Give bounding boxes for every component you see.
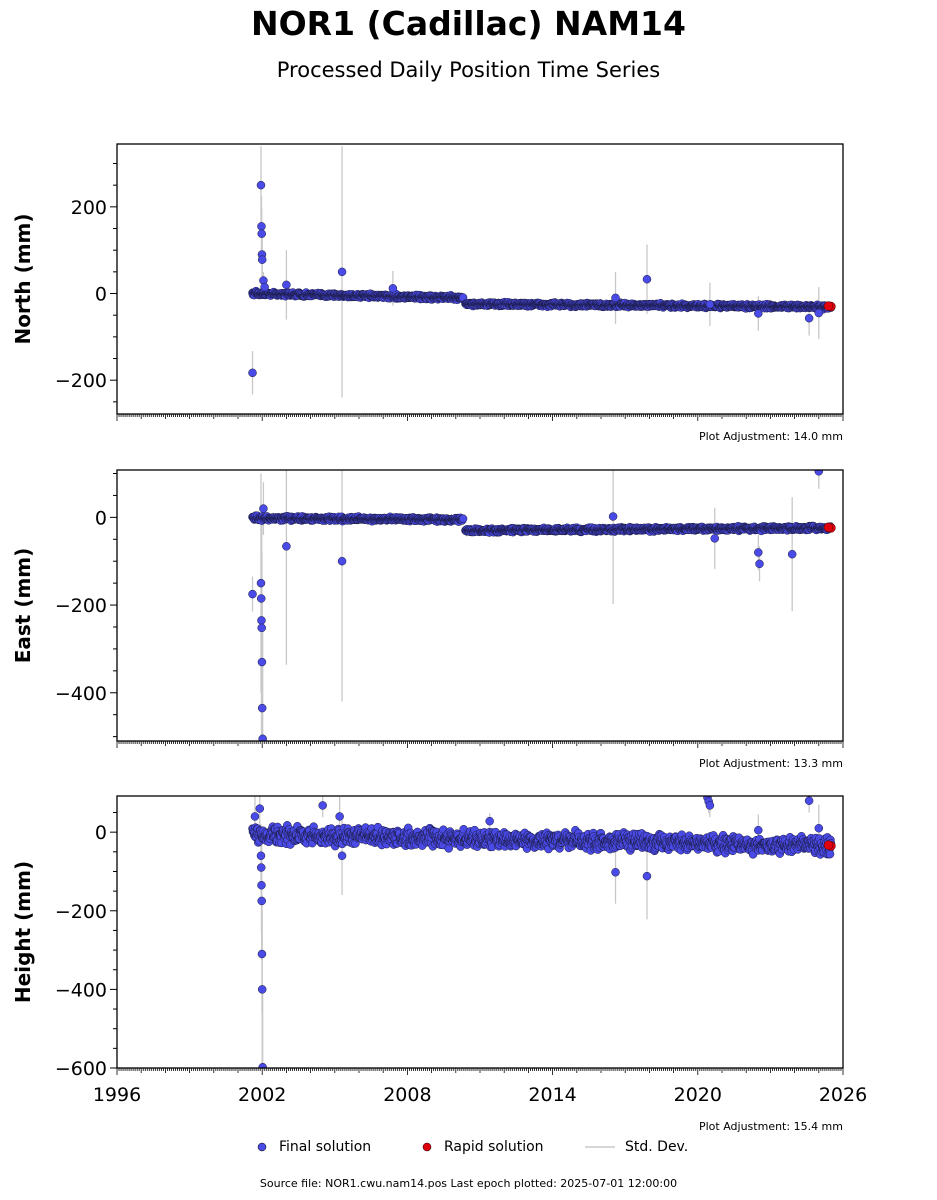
final-solution-point: [257, 255, 267, 264]
final-solution-point: [257, 623, 266, 633]
rapid-solution-point: [823, 522, 834, 533]
plot-adjustment-label: Plot Adjustment: 13.3 mm: [699, 757, 843, 770]
final-solution-point: [256, 578, 266, 588]
final-solution-point: [282, 280, 291, 290]
y-tick-label: 0: [95, 284, 107, 306]
final-solution-point: [259, 504, 268, 513]
panel-0: −200 0 200 North (mm) Plot Adjustment: 14.0 …: [11, 143, 844, 443]
y-tick-label: 0: [95, 507, 107, 529]
panel-1: −400 −200 0 East (mm) Plot Adjustment: 13.3 …: [11, 469, 844, 770]
y-tick-label: −200: [55, 370, 107, 392]
final-solution-point: [257, 229, 266, 238]
plot-area-2: [248, 796, 836, 1068]
final-solution-point: [755, 559, 764, 569]
final-solution-point: [337, 267, 347, 277]
rapid-solution-point: [823, 301, 834, 311]
final-solution-point: [248, 589, 257, 599]
final-solution-point: [458, 514, 468, 523]
final-solution-point: [608, 512, 618, 521]
y-axis-label: North (mm): [11, 213, 35, 344]
final-solution-point: [257, 703, 267, 713]
final-solution-point: [705, 300, 715, 309]
chart-subtitle: Processed Daily Position Time Series: [276, 58, 661, 82]
final-solution-point: [710, 534, 719, 543]
y-tick-label: 200: [71, 197, 107, 219]
final-solution-point: [257, 222, 266, 231]
final-solution-point: [787, 549, 797, 559]
final-solution-point: [814, 470, 824, 476]
final-solution-point: [256, 180, 266, 190]
final-solution-point: [257, 657, 267, 667]
final-solution-point: [260, 282, 269, 292]
final-solution-point: [754, 309, 763, 318]
final-solution-point: [814, 308, 824, 318]
final-solution-point: [248, 368, 257, 378]
chart-title: NOR1 (Cadillac) NAM14: [251, 4, 686, 43]
final-solution-point: [282, 542, 291, 551]
final-solution-point: [258, 734, 267, 741]
final-solution-point: [642, 274, 652, 284]
panel-frame: [116, 143, 844, 415]
y-tick-label: −400: [55, 683, 107, 705]
final-solution-point: [257, 616, 266, 625]
y-tick-label: −200: [55, 595, 107, 617]
plot-adjustment-label: Plot Adjustment: 14.0 mm: [699, 430, 843, 443]
panel-frame: [116, 469, 844, 742]
final-solution-point: [754, 548, 763, 557]
final-solution-point: [388, 284, 398, 293]
final-solution-point: [337, 556, 347, 566]
plot-area-0: [248, 146, 836, 398]
final-solution-point: [804, 313, 814, 323]
final-solution-point: [611, 293, 620, 303]
plot-area-1: [248, 470, 836, 741]
final-solution-point: [256, 594, 266, 603]
y-axis-label: East (mm): [11, 548, 35, 664]
